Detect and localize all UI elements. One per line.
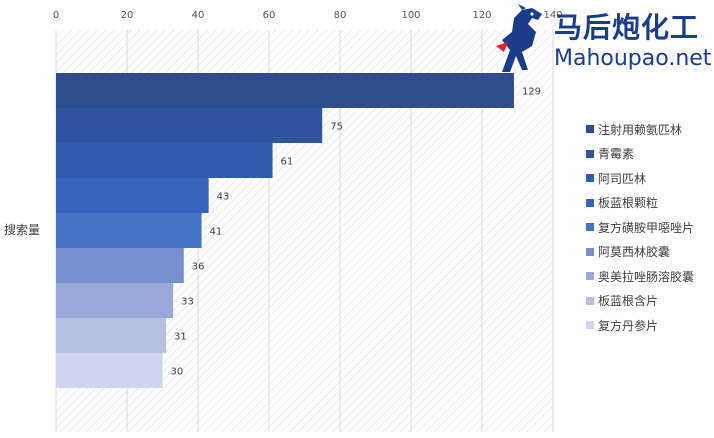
logo-chinese-text: 马后炮化工 — [554, 11, 700, 44]
data-label: 75 — [330, 122, 343, 133]
data-label: 41 — [210, 227, 223, 238]
legend-item: 奥美拉唑肠溶胶囊 — [586, 264, 694, 289]
bar — [56, 318, 167, 353]
data-label: 30 — [171, 367, 184, 378]
bar — [56, 108, 323, 143]
legend-item: 复方磺胺甲噁唑片 — [586, 215, 694, 240]
legend-item: 青霉素 — [586, 142, 694, 167]
bar — [56, 213, 202, 248]
bar — [56, 353, 163, 388]
y-axis-label: 搜索量 — [4, 222, 40, 237]
bar — [56, 143, 273, 178]
legend-label: 阿莫西林胶囊 — [598, 245, 671, 260]
legend-swatch — [586, 296, 594, 305]
legend-swatch — [586, 247, 594, 256]
data-label: 33 — [181, 297, 194, 308]
logo: 马后炮化工 Mahoupao.net — [492, 2, 714, 78]
x-tick-label: 40 — [192, 10, 205, 21]
legend: 注射用赖氨匹林 青霉素阿司匹林板蓝根颗粒复方磺胺甲噁唑片 阿莫西林胶囊奥美拉唑肠溶胶… — [586, 117, 694, 338]
legend-item: 板蓝根颗粒 — [586, 191, 694, 216]
legend-label: 板蓝根含片 — [598, 294, 659, 309]
logo-english-text: Mahoupao.net — [554, 46, 712, 71]
legend-label: 复方磺胺甲噁唑片 — [598, 220, 695, 235]
x-tick-label: 120 — [472, 10, 491, 21]
bar — [56, 248, 184, 283]
legend-label: 板蓝根颗粒 — [598, 196, 659, 211]
legend-item: 复方丹参片 — [586, 313, 694, 338]
legend-item: 板蓝根含片 — [586, 289, 694, 314]
data-label: 31 — [174, 332, 187, 343]
legend-label: 青霉素 — [598, 147, 635, 162]
x-tick-label: 60 — [263, 10, 276, 21]
bars — [56, 73, 514, 388]
x-axis-ticks: 0 20 40 60 80 100 120 140 — [53, 10, 563, 21]
legend-swatch — [586, 198, 594, 207]
legend-swatch — [586, 125, 594, 134]
bar — [56, 73, 514, 108]
horse-icon — [496, 4, 542, 72]
legend-label: 奥美拉唑肠溶胶囊 — [598, 269, 695, 284]
x-tick-label: 100 — [401, 10, 420, 21]
x-tick-label: 0 — [53, 10, 59, 21]
data-label: 36 — [192, 262, 205, 273]
data-label: 129 — [522, 87, 541, 98]
legend-swatch — [586, 149, 594, 158]
legend-item: 阿莫西林胶囊 — [586, 240, 694, 265]
legend-item: 阿司匹林 — [586, 166, 694, 191]
legend-swatch — [586, 321, 594, 330]
bar — [56, 178, 209, 213]
legend-swatch — [586, 272, 594, 281]
legend-label: 阿司匹林 — [598, 171, 647, 186]
legend-swatch — [586, 174, 594, 183]
legend-swatch — [586, 223, 594, 232]
x-tick-label: 20 — [121, 10, 134, 21]
data-label: 61 — [281, 157, 294, 168]
legend-label: 复方丹参片 — [598, 318, 659, 333]
data-label: 43 — [217, 192, 230, 203]
data-labels: 129 75 61 43 41 36 33 31 30 — [171, 87, 542, 378]
bar — [56, 283, 174, 318]
x-tick-label: 140 — [543, 10, 562, 21]
legend-item: 注射用赖氨匹林 — [586, 117, 694, 142]
x-tick-label: 80 — [334, 10, 347, 21]
legend-label: 注射用赖氨匹林 — [598, 122, 683, 137]
